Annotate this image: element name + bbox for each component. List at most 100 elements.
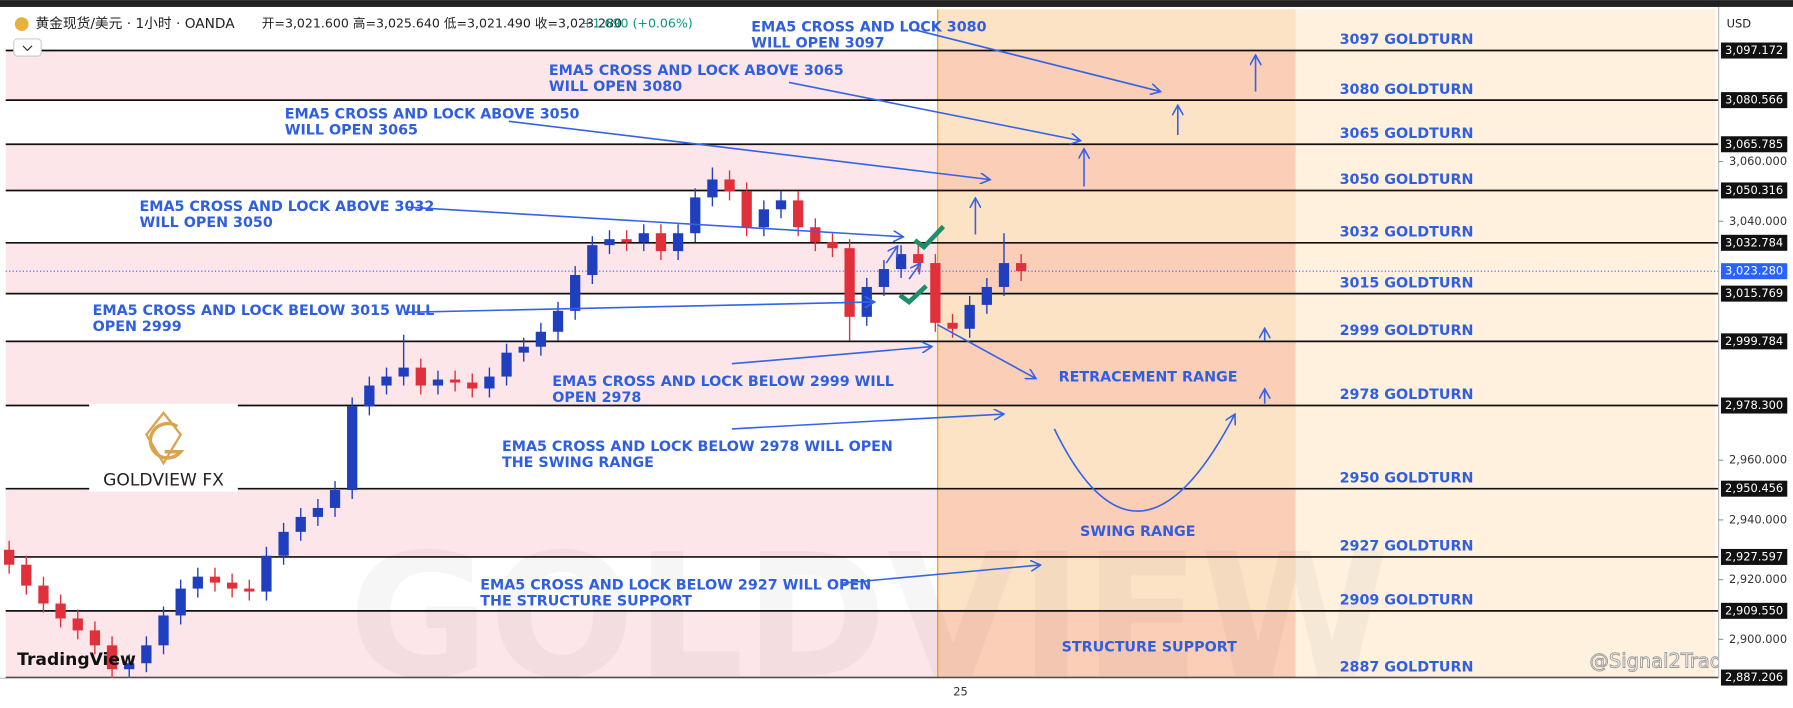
level-label: 2,887.206 bbox=[1725, 670, 1783, 684]
zone-label: SWING RANGE bbox=[1080, 524, 1195, 540]
candle-body bbox=[672, 233, 684, 252]
y-tick-label: 2,960.000 bbox=[1729, 453, 1787, 467]
goldturn-label: 3050 GOLDTURN bbox=[1340, 172, 1474, 188]
candle-body bbox=[638, 233, 649, 243]
arrow bbox=[788, 81, 1081, 140]
candle-body bbox=[587, 245, 598, 276]
goldturn-label: 2950 GOLDTURN bbox=[1340, 470, 1474, 486]
level-box bbox=[1720, 480, 1788, 497]
arrow bbox=[914, 29, 1161, 92]
goldturn-label: 2978 GOLDTURN bbox=[1340, 387, 1474, 403]
swing-arrow bbox=[1053, 414, 1235, 512]
candle-body bbox=[947, 322, 958, 329]
candle-body bbox=[432, 379, 444, 386]
annotation: WILL OPEN 3050 bbox=[140, 215, 273, 231]
collapse-button[interactable] bbox=[13, 38, 42, 57]
y-tick-label: 2,900.000 bbox=[1729, 632, 1787, 646]
level-label: 3,015.769 bbox=[1725, 286, 1783, 300]
candle-body bbox=[775, 200, 787, 210]
arrow bbox=[731, 347, 932, 365]
arrow bbox=[405, 302, 875, 314]
candle-body bbox=[570, 275, 581, 311]
level-label: 3,065.785 bbox=[1725, 137, 1783, 151]
logo-text: GOLDVIEW FX bbox=[103, 470, 224, 490]
annotation: THE SWING RANGE bbox=[502, 455, 654, 471]
candle-body bbox=[655, 233, 667, 252]
candle-body bbox=[467, 382, 478, 389]
candle-body bbox=[278, 531, 289, 556]
logo-mark bbox=[148, 421, 185, 460]
header: 黄金现货/美元 · 1小时 · OANDA 开=3,021.600 高=3,02… bbox=[13, 15, 693, 57]
platform: TradingView bbox=[17, 650, 136, 670]
candle-body bbox=[398, 367, 409, 377]
annotation: OPEN 2978 bbox=[552, 390, 641, 406]
candle-body bbox=[844, 248, 855, 317]
annotations: 3097 GOLDTURN 3080 GOLDTURN 3065 GOLDTURN 3… bbox=[93, 20, 1474, 676]
level-label: 2,909.550 bbox=[1725, 603, 1783, 617]
footer: TradingView @Signal2Trade bbox=[17, 649, 1734, 673]
annotation: EMA5 CROSS AND LOCK ABOVE 3032 bbox=[140, 199, 435, 215]
candle-body bbox=[415, 367, 426, 386]
candle-body bbox=[261, 555, 272, 592]
change: +1.690 (+0.06%) bbox=[582, 16, 693, 31]
level-label: 3,097.172 bbox=[1725, 43, 1783, 57]
level-box bbox=[1720, 602, 1788, 619]
candle-body bbox=[535, 331, 547, 347]
arrows bbox=[405, 29, 1265, 585]
annotation: EMA5 CROSS AND LOCK BELOW 2999 WILL bbox=[552, 374, 894, 390]
watermark: GOLDVIEW bbox=[348, 518, 1389, 708]
candle-body bbox=[38, 585, 49, 604]
annotation: EMA5 CROSS AND LOCK BELOW 3015 WILL bbox=[93, 303, 435, 319]
credit: @Signal2Trade bbox=[1589, 650, 1734, 673]
y-tick-label: 2,940.000 bbox=[1729, 512, 1787, 526]
candle-body bbox=[55, 603, 66, 619]
goldturn-label: 3065 GOLDTURN bbox=[1340, 126, 1474, 142]
last-price-box bbox=[1720, 263, 1788, 280]
candle-body bbox=[295, 516, 306, 532]
arrow bbox=[885, 246, 897, 264]
arrow bbox=[840, 565, 1040, 585]
goldturn-label: 2887 GOLDTURN bbox=[1340, 659, 1474, 675]
candle-body bbox=[192, 576, 203, 589]
candle-body bbox=[552, 310, 564, 332]
candle-body bbox=[364, 385, 375, 407]
candle-body bbox=[724, 179, 735, 192]
candle-body bbox=[484, 376, 495, 389]
candle-body bbox=[913, 254, 924, 264]
candle-body bbox=[964, 304, 975, 329]
annotation: EMA5 CROSS AND LOCK BELOW 2927 WILL OPEN bbox=[480, 578, 871, 594]
candle-body bbox=[621, 239, 632, 243]
level-label: 3,032.784 bbox=[1725, 235, 1783, 249]
candle-body bbox=[878, 269, 890, 287]
candle-body bbox=[21, 564, 32, 586]
level-label: 2,927.597 bbox=[1725, 549, 1783, 563]
chevron bbox=[22, 45, 33, 52]
zone-label: STRUCTURE SUPPORT bbox=[1062, 639, 1237, 655]
candle-body bbox=[604, 239, 615, 246]
candle-body bbox=[998, 263, 1010, 287]
goldturn-label: 3097 GOLDTURN bbox=[1340, 32, 1474, 48]
band bbox=[5, 242, 1296, 294]
ohlc: 开=3,021.600 高=3,025.640 低=3,021.490 收=3,… bbox=[262, 16, 622, 31]
candle-body bbox=[501, 352, 512, 377]
candle-body bbox=[1015, 263, 1027, 272]
level-label: 3,080.566 bbox=[1725, 93, 1783, 107]
goldturn-label: 3080 GOLDTURN bbox=[1340, 82, 1474, 98]
annotation: EMA5 CROSS AND LOCK ABOVE 3050 bbox=[285, 106, 580, 122]
candle-body bbox=[381, 376, 392, 386]
candle-body bbox=[895, 254, 907, 270]
candle-body bbox=[329, 490, 341, 508]
candle-body bbox=[158, 615, 169, 646]
level-box bbox=[1720, 397, 1788, 414]
price-axis bbox=[1718, 6, 1793, 708]
arrow bbox=[937, 324, 1036, 379]
candle-body bbox=[758, 209, 770, 228]
level-label: 2,999.784 bbox=[1725, 334, 1783, 348]
level-box bbox=[1720, 42, 1788, 59]
annotation: THE STRUCTURE SUPPORT bbox=[480, 594, 692, 610]
symbol: 黄金现货/美元 · 1小时 · OANDA bbox=[35, 15, 235, 32]
goldturn-label: 3015 GOLDTURN bbox=[1340, 275, 1474, 291]
candle-body bbox=[930, 263, 941, 323]
